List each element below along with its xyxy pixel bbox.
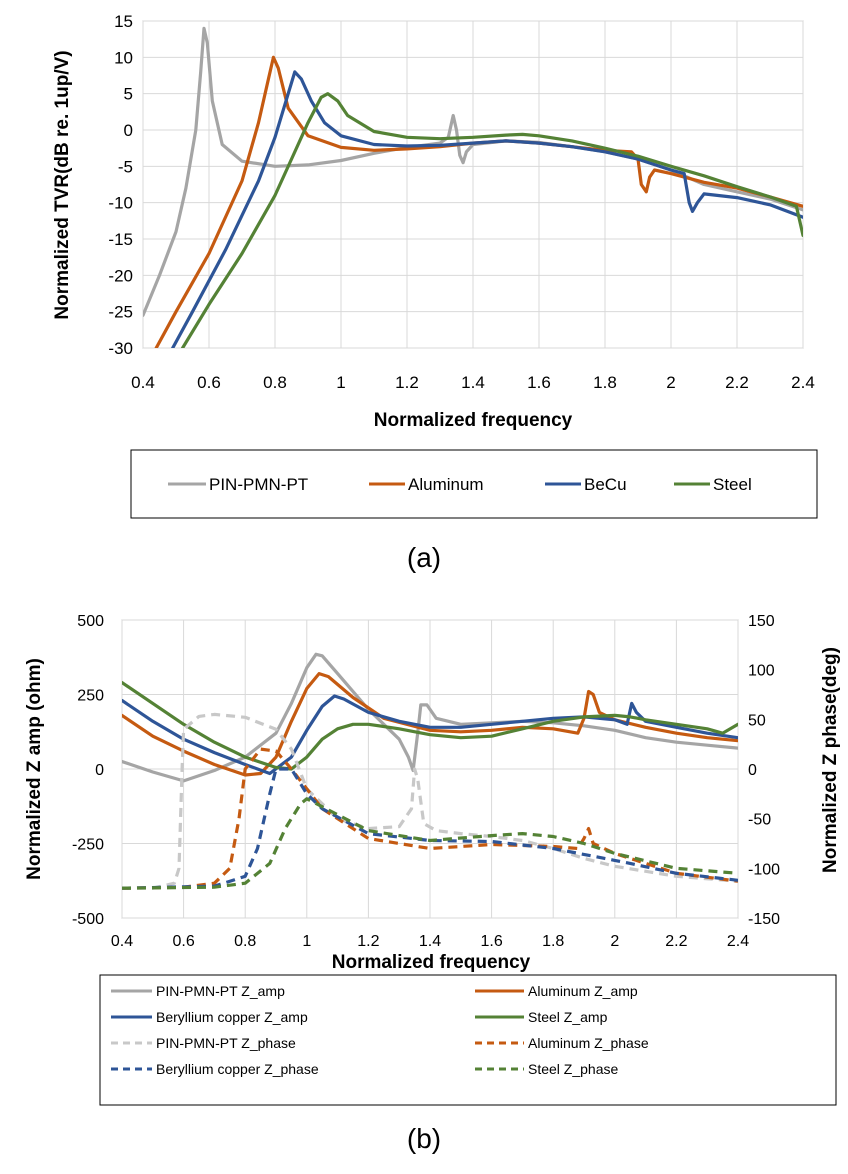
y2-tick-label: -150: [748, 911, 780, 928]
y-tick-label: -10: [108, 194, 133, 213]
y2-tick-label: 150: [748, 613, 775, 630]
x-tick-label: 0.8: [263, 373, 287, 392]
x-tick-label: 2.2: [665, 933, 687, 950]
x-tick-label: 1.4: [461, 373, 485, 392]
chart-a-y-tick-labels: -30 -25 -20 -15 -10 -5 0 5 10 15: [108, 12, 133, 358]
chart-a-legend-label: Aluminum: [408, 475, 484, 494]
series-line-beryllium-copper-z-amp: [122, 694, 738, 776]
chart-b-legend-label: Beryllium copper Z_amp: [156, 1009, 308, 1025]
chart-b-legend-label: PIN-PMN-PT Z_phase: [156, 1035, 296, 1051]
series-line-pin-pmn-pt-z-phase: [122, 712, 738, 890]
y-tick-label: 0: [124, 121, 133, 140]
y-tick-label: 10: [114, 48, 133, 67]
y-tick-label: 5: [124, 85, 133, 104]
chart-a: 0.4 0.6 0.8 1 1.2 1.4 1.6 1.8 2 2.2 2.4 -30-25-20-…: [52, 12, 818, 573]
chart-a-legend-label: Steel: [713, 475, 752, 494]
chart-a-series: [143, 26, 803, 348]
y2-tick-label: 100: [748, 663, 775, 680]
series-line-becu: [171, 70, 803, 348]
y-tick-label: 250: [77, 688, 104, 705]
chart-b-legend: PIN-PMN-PT Z_amp Aluminum Z_amp Berylliu…: [99, 974, 837, 1106]
x-tick-label: 2: [666, 373, 675, 392]
chart-a-x-axis-title: Normalized frequency: [374, 410, 573, 431]
chart-b-legend-label: Steel Z_phase: [528, 1061, 618, 1077]
x-tick-label: 0.8: [234, 933, 256, 950]
x-tick-label: 1.4: [419, 933, 441, 950]
chart-b-legend-label: Aluminum Z_amp: [528, 983, 638, 999]
y-tick-label: -15: [108, 230, 133, 249]
chart-b: 0.4 0.6 0.8 1 1.2 1.4 1.6 1.8 2 2.2 2.4 -500-25002…: [24, 613, 841, 1154]
panel-label-b: (b): [407, 1123, 441, 1154]
chart-b-legend-label: PIN-PMN-PT Z_amp: [156, 983, 285, 999]
y-tick-label: -5: [118, 157, 133, 176]
chart-a-x-tick-labels: 0.4 0.6 0.8 1 1.2 1.4 1.6 1.8 2 2.2 2.4: [131, 373, 815, 392]
y2-tick-label: 0: [748, 762, 757, 779]
chart-b-legend-label: Aluminum Z_phase: [528, 1035, 649, 1051]
y2-tick-label: -100: [748, 861, 780, 878]
x-tick-label: 2.2: [725, 373, 749, 392]
x-tick-label: 2: [610, 933, 619, 950]
x-tick-label: 0.6: [197, 373, 221, 392]
y-tick-label: -20: [108, 266, 133, 285]
x-tick-label: 2.4: [727, 933, 749, 950]
panel-label-a: (a): [407, 542, 441, 573]
x-tick-label: 1: [302, 933, 311, 950]
chart-a-y-axis-title: Normalized TVR(dB re. 1up/V): [52, 50, 73, 319]
chart-a-legend-label: PIN-PMN-PT: [209, 475, 308, 494]
x-tick-label: 0.4: [111, 933, 133, 950]
series-line-beryllium-copper-z-phase: [122, 767, 738, 890]
x-tick-label: 1.2: [395, 373, 419, 392]
x-tick-label: 1.2: [357, 933, 379, 950]
chart-a-legend-label: BeCu: [584, 475, 627, 494]
chart-b-x-tick-labels: 0.4 0.6 0.8 1 1.2 1.4 1.6 1.8 2 2.2 2.4: [111, 933, 749, 950]
chart-b-y2-axis-title: Normalized Z phase(deg): [820, 647, 841, 873]
x-tick-label: 1.8: [593, 373, 617, 392]
chart-b-series: [122, 652, 738, 890]
x-tick-label: 1.6: [480, 933, 502, 950]
chart-b-x-axis-title: Normalized frequency: [332, 952, 531, 973]
x-tick-label: 1.8: [542, 933, 564, 950]
x-tick-label: 2.4: [791, 373, 815, 392]
chart-a-gridlines: [142, 20, 804, 349]
y-tick-label: -25: [108, 303, 133, 322]
x-tick-label: 0.4: [131, 373, 155, 392]
series-line-steel: [181, 92, 803, 348]
y-tick-label: -250: [72, 837, 104, 854]
chart-b-legend-label: Beryllium copper Z_phase: [156, 1061, 319, 1077]
chart-b-legend-box: [99, 974, 837, 1106]
y2-tick-label: 50: [748, 712, 766, 729]
y2-tick-label: -50: [748, 812, 771, 829]
y-tick-label: 15: [114, 12, 133, 31]
series-line-steel-z-phase: [122, 797, 738, 890]
x-tick-label: 0.6: [172, 933, 194, 950]
series-line-aluminum-z-phase: [122, 747, 738, 890]
chart-b-y2-tick-labels: -150 -100 -50 0 50 100 150: [748, 613, 780, 928]
chart-b-y-tick-labels: -500 -250 0 250 500: [72, 613, 104, 928]
y-tick-label: 0: [95, 762, 104, 779]
series-line-steel-z-amp: [122, 681, 738, 771]
chart-a-legend: PIN-PMN-PT Aluminum BeCu Steel: [130, 449, 818, 519]
y-tick-label: -500: [72, 911, 104, 928]
y-tick-label: 500: [77, 613, 104, 630]
chart-b-y-axis-title: Normalized Z amp (ohm): [24, 658, 45, 880]
x-tick-label: 1: [336, 373, 345, 392]
chart-b-legend-label: Steel Z_amp: [528, 1009, 608, 1025]
x-tick-label: 1.6: [527, 373, 551, 392]
y-tick-label: -30: [108, 339, 133, 358]
